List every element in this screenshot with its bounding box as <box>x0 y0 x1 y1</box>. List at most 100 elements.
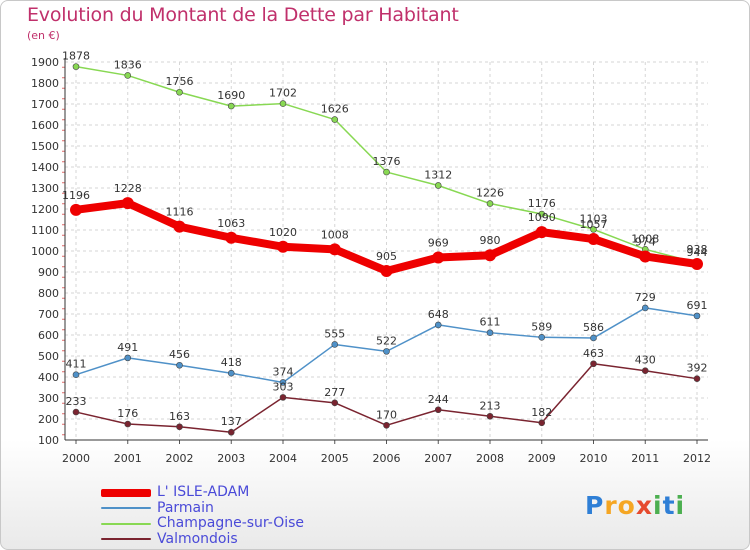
y-tick-label: 500 <box>38 350 59 363</box>
data-point <box>331 341 339 348</box>
chart-unit: (en €) <box>27 29 60 42</box>
logo-letter: x <box>635 491 653 520</box>
data-label: 555 <box>324 327 345 340</box>
data-point <box>279 394 287 401</box>
data-label: 1176 <box>528 197 556 210</box>
x-tick-label: 2010 <box>580 452 608 465</box>
y-tick-label: 700 <box>38 308 59 321</box>
logo-letter: r <box>604 491 618 520</box>
logo-letter: P <box>585 491 605 520</box>
data-label: 430 <box>635 354 656 367</box>
data-point <box>331 399 339 407</box>
y-tick-label: 1800 <box>31 77 59 90</box>
legend-item: Champagne-sur-Oise <box>101 516 304 532</box>
data-label: 980 <box>480 234 501 247</box>
x-tick-label: 2004 <box>269 452 297 465</box>
data-label: 1878 <box>62 50 90 63</box>
x-tick-label: 2002 <box>166 452 194 465</box>
x-tick-label: 2012 <box>683 452 711 465</box>
data-point <box>535 226 548 239</box>
data-label: 1702 <box>269 87 297 100</box>
data-point <box>590 334 597 342</box>
chart-title: Evolution du Montant de la Dette par Hab… <box>27 4 459 26</box>
data-label: 1008 <box>321 228 349 241</box>
data-point <box>641 304 649 312</box>
data-label: 176 <box>117 407 138 420</box>
data-label: 589 <box>531 320 552 333</box>
data-point <box>227 428 235 436</box>
x-tick-label: 2011 <box>631 452 659 465</box>
data-point <box>590 226 597 233</box>
data-point <box>693 312 701 320</box>
data-label: 456 <box>169 348 190 361</box>
data-point <box>173 220 186 233</box>
data-label: 1312 <box>424 168 452 181</box>
y-tick-label: 800 <box>38 287 59 300</box>
data-label: 244 <box>428 393 449 406</box>
data-point <box>383 348 390 355</box>
data-label: 905 <box>376 250 397 263</box>
data-point <box>691 258 703 271</box>
legend-label: Champagne-sur-Oise <box>157 515 305 532</box>
y-tick-label: 900 <box>38 266 59 279</box>
data-label: 944 <box>687 246 708 259</box>
legend-label: Valmondois <box>157 530 238 547</box>
data-point <box>72 63 80 70</box>
y-tick-label: 1600 <box>31 119 59 132</box>
legend-swatch <box>101 488 151 497</box>
x-tick-label: 2006 <box>373 452 401 465</box>
data-point <box>176 88 183 96</box>
data-point <box>434 321 442 329</box>
y-tick-label: 1000 <box>31 245 59 258</box>
data-point <box>176 361 183 369</box>
data-label: 137 <box>221 415 242 428</box>
logo-letter: i <box>675 491 686 520</box>
data-label: 463 <box>583 347 604 360</box>
x-tick-label: 2008 <box>476 452 504 465</box>
legend-item: Valmondois <box>101 530 304 548</box>
x-tick-label: 2009 <box>528 452 556 465</box>
data-label: 1116 <box>166 206 194 219</box>
legend-item: L' ISLE-ADAM <box>101 485 304 501</box>
data-label: 491 <box>117 341 138 354</box>
legend-label: Parmain <box>157 499 214 516</box>
data-point <box>331 116 339 123</box>
data-point <box>590 360 597 368</box>
data-label: 170 <box>376 408 397 421</box>
data-point <box>176 423 183 431</box>
legend-swatch <box>101 522 151 525</box>
data-label: 418 <box>221 356 242 369</box>
data-point <box>380 264 393 277</box>
data-point <box>225 231 238 244</box>
data-point <box>121 197 134 210</box>
data-point <box>587 233 600 246</box>
data-label: 1756 <box>166 75 194 88</box>
data-point <box>277 240 289 253</box>
data-point <box>124 72 132 79</box>
y-tick-label: 1100 <box>31 224 59 237</box>
data-label: 1057 <box>580 218 608 231</box>
data-point <box>383 168 390 176</box>
data-label: 1008 <box>631 232 659 245</box>
data-label: 374 <box>273 365 294 378</box>
data-label: 522 <box>376 334 397 347</box>
y-tick-label: 600 <box>38 329 59 342</box>
y-tick-label: 400 <box>38 371 59 384</box>
data-point <box>328 243 341 256</box>
data-label: 974 <box>635 235 656 248</box>
y-tick-label: 1700 <box>31 98 59 111</box>
x-tick-label: 2005 <box>321 452 349 465</box>
y-tick-label: 1400 <box>31 161 59 174</box>
data-label: 1626 <box>321 103 349 116</box>
legend-swatch <box>101 538 151 541</box>
data-point <box>279 100 287 107</box>
data-label: 1196 <box>62 189 90 202</box>
data-point <box>486 200 494 207</box>
y-tick-label: 200 <box>38 413 59 426</box>
data-point <box>72 371 80 378</box>
data-point <box>227 102 235 110</box>
data-point <box>72 408 80 416</box>
data-label: 1020 <box>269 226 297 239</box>
